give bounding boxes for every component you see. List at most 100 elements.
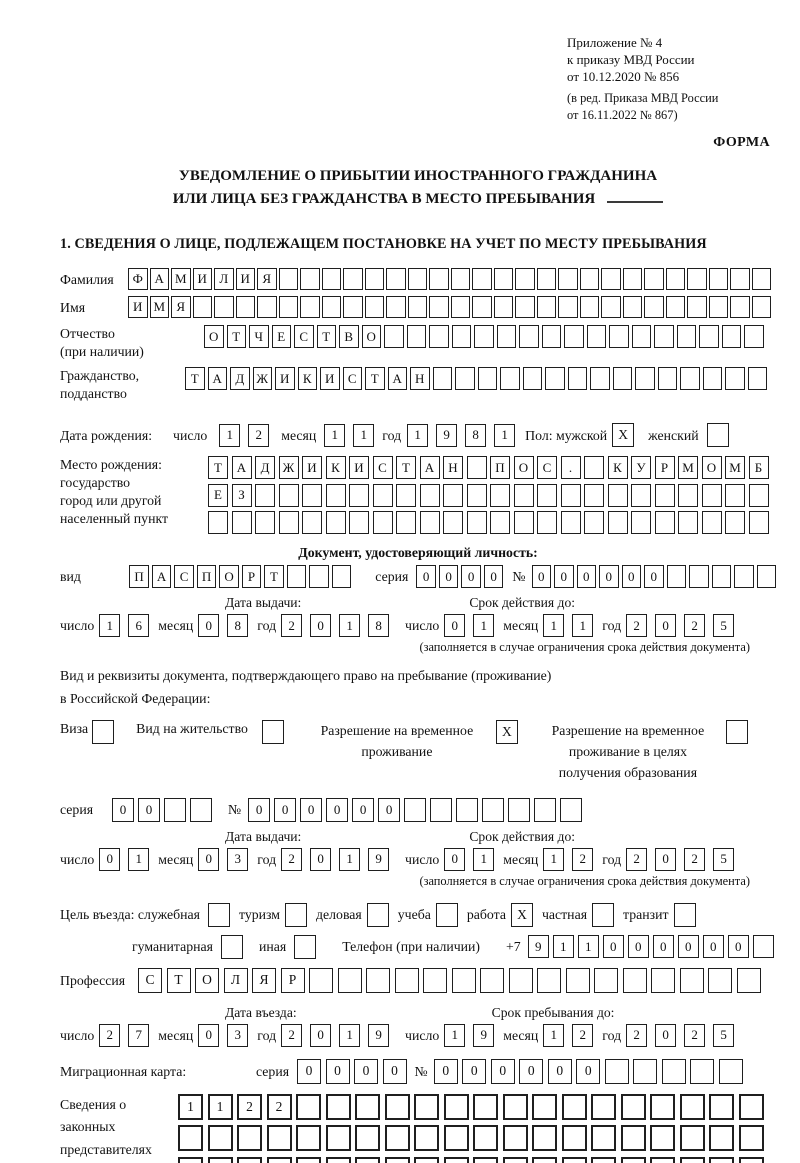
char-box[interactable] xyxy=(366,967,390,993)
char-box[interactable] xyxy=(419,483,440,507)
char-box[interactable]: 1 xyxy=(473,614,495,638)
visa-checkbox[interactable] xyxy=(92,719,115,744)
char-box[interactable]: М xyxy=(725,456,745,480)
char-box[interactable]: И xyxy=(235,268,255,291)
char-box[interactable] xyxy=(680,367,700,391)
char-box[interactable]: 0 xyxy=(490,1058,515,1084)
char-box[interactable]: 0 xyxy=(655,847,677,871)
char-box[interactable]: 2 xyxy=(281,847,303,871)
char-box[interactable] xyxy=(709,1125,734,1152)
char-box[interactable] xyxy=(635,367,655,391)
char-box[interactable]: 0 xyxy=(483,565,504,589)
char-box[interactable]: О xyxy=(361,325,381,349)
char-box[interactable]: 7 xyxy=(128,1023,150,1047)
char-box[interactable] xyxy=(537,483,557,507)
char-box[interactable]: 0 xyxy=(655,1023,677,1047)
char-box[interactable] xyxy=(208,511,228,535)
char-box[interactable] xyxy=(601,268,621,291)
char-box[interactable] xyxy=(372,483,393,507)
char-box[interactable] xyxy=(286,565,307,589)
rvp-education-checkbox[interactable] xyxy=(725,719,748,744)
char-box[interactable] xyxy=(708,967,732,993)
char-box[interactable] xyxy=(480,967,504,993)
char-box[interactable] xyxy=(343,296,363,319)
char-box[interactable] xyxy=(747,367,767,391)
char-box[interactable]: 1 xyxy=(207,1093,233,1120)
char-box[interactable]: 9 xyxy=(368,847,390,871)
purpose-transit-checkbox[interactable] xyxy=(673,902,696,927)
char-box[interactable]: 1 xyxy=(353,423,375,447)
char-box[interactable]: 0 xyxy=(444,614,466,638)
char-box[interactable]: Я xyxy=(171,296,191,319)
char-box[interactable] xyxy=(679,1125,705,1152)
char-box[interactable] xyxy=(207,1156,233,1163)
char-box[interactable]: 0 xyxy=(576,1058,601,1084)
char-box[interactable] xyxy=(325,1093,351,1120)
char-box[interactable] xyxy=(300,296,320,319)
char-box[interactable] xyxy=(477,367,497,391)
char-box[interactable] xyxy=(558,296,578,319)
purpose-work-checkbox[interactable]: X xyxy=(510,902,533,927)
char-box[interactable]: 2 xyxy=(684,847,706,871)
char-box[interactable] xyxy=(325,1125,351,1152)
char-box[interactable] xyxy=(620,1093,646,1120)
char-box[interactable] xyxy=(493,268,513,291)
char-box[interactable] xyxy=(631,483,651,507)
char-box[interactable] xyxy=(396,483,416,507)
char-box[interactable]: И xyxy=(275,367,295,391)
char-box[interactable] xyxy=(607,511,628,535)
char-box[interactable]: А xyxy=(231,456,252,480)
char-box[interactable] xyxy=(631,325,651,349)
char-box[interactable] xyxy=(661,1058,686,1084)
char-box[interactable] xyxy=(584,483,604,507)
char-box[interactable]: 0 xyxy=(621,565,641,589)
char-box[interactable] xyxy=(565,967,590,993)
char-box[interactable] xyxy=(591,1125,616,1152)
char-box[interactable]: 9 xyxy=(473,1023,495,1047)
char-box[interactable]: П xyxy=(129,565,149,589)
char-box[interactable]: 1 xyxy=(543,847,565,871)
purpose-study-checkbox[interactable] xyxy=(435,902,458,927)
char-box[interactable]: О xyxy=(219,565,239,589)
char-box[interactable]: Т xyxy=(166,967,191,993)
char-box[interactable] xyxy=(537,511,557,535)
char-box[interactable]: Т xyxy=(365,367,385,391)
char-box[interactable]: 0 xyxy=(297,1058,322,1084)
char-box[interactable] xyxy=(545,367,565,391)
char-box[interactable] xyxy=(650,1093,675,1120)
char-box[interactable]: М xyxy=(678,456,698,480)
char-box[interactable] xyxy=(508,967,533,993)
char-box[interactable]: 0 xyxy=(198,614,220,638)
char-box[interactable]: 0 xyxy=(576,565,596,589)
char-box[interactable] xyxy=(296,1093,321,1120)
char-box[interactable] xyxy=(407,296,427,319)
char-box[interactable]: 0 xyxy=(138,797,160,822)
char-box[interactable] xyxy=(752,935,774,959)
char-box[interactable] xyxy=(567,367,587,391)
char-box[interactable] xyxy=(502,1125,528,1152)
char-box[interactable]: 0 xyxy=(198,1023,220,1047)
char-box[interactable]: П xyxy=(196,565,217,589)
char-box[interactable] xyxy=(430,797,453,822)
char-box[interactable]: 1 xyxy=(552,935,574,959)
char-box[interactable] xyxy=(644,296,664,319)
char-box[interactable] xyxy=(207,1125,233,1152)
char-box[interactable]: 0 xyxy=(382,1058,407,1084)
char-box[interactable]: С xyxy=(294,325,314,349)
char-box[interactable]: 1 xyxy=(543,1023,565,1047)
char-box[interactable]: 0 xyxy=(310,847,332,871)
char-box[interactable]: 0 xyxy=(461,565,481,589)
char-box[interactable] xyxy=(394,967,419,993)
char-box[interactable] xyxy=(584,511,604,535)
char-box[interactable]: В xyxy=(339,325,359,349)
char-box[interactable] xyxy=(278,268,298,291)
char-box[interactable] xyxy=(309,565,329,589)
char-box[interactable]: 0 xyxy=(378,797,401,822)
char-box[interactable]: Ж xyxy=(252,367,272,391)
char-box[interactable] xyxy=(404,797,427,822)
char-box[interactable] xyxy=(364,296,384,319)
char-box[interactable] xyxy=(561,1156,587,1163)
char-box[interactable] xyxy=(730,296,750,319)
char-box[interactable] xyxy=(419,511,440,535)
char-box[interactable] xyxy=(579,296,599,319)
